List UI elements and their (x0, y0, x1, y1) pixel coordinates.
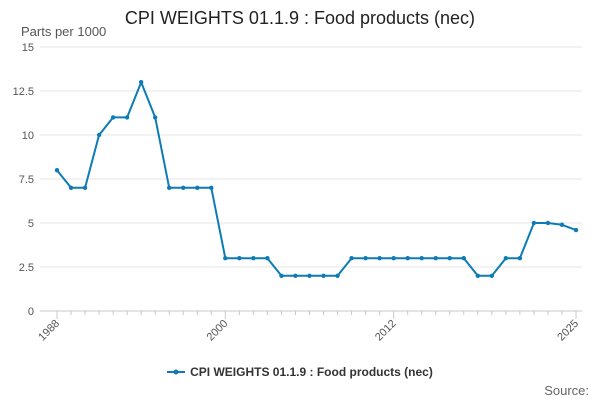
y-tick-label: 5 (28, 218, 34, 230)
data-point[interactable] (531, 220, 537, 226)
source-label: Source: (544, 383, 589, 398)
data-point[interactable] (545, 220, 551, 226)
data-point[interactable] (433, 256, 438, 261)
x-axis-ticks: 1988 2000 2012 2025 (36, 318, 581, 344)
data-point[interactable] (167, 185, 172, 190)
data-point[interactable] (195, 185, 200, 190)
data-point[interactable] (181, 185, 186, 190)
data-point[interactable] (82, 185, 88, 190)
series-line (56, 81, 577, 277)
y-tick-label: 7.5 (19, 174, 34, 186)
y-tick-label: 0 (28, 306, 34, 318)
data-point[interactable] (124, 115, 130, 120)
x-tick-label: 2012 (373, 318, 399, 344)
data-point[interactable] (461, 256, 466, 261)
data-point[interactable] (138, 80, 144, 85)
y-tick-label: 15 (22, 42, 34, 54)
data-point[interactable] (279, 273, 284, 278)
data-point[interactable] (209, 185, 214, 190)
y-axis-label: Parts per 1000 (21, 24, 107, 39)
legend: CPI WEIGHTS 01.1.9 : Food products (nec) (0, 365, 600, 379)
data-point[interactable] (377, 256, 382, 261)
data-point[interactable] (251, 256, 256, 261)
legend-line-marker-icon (167, 369, 186, 375)
data-point[interactable] (503, 256, 509, 261)
series-group (54, 80, 579, 278)
data-point[interactable] (307, 273, 312, 278)
y-tick-label: 12.5 (13, 86, 34, 98)
data-point[interactable] (489, 273, 495, 278)
data-point[interactable] (110, 115, 116, 120)
data-point[interactable] (293, 273, 298, 278)
grid-lines (40, 46, 582, 268)
data-point[interactable] (573, 227, 579, 233)
data-point[interactable] (152, 115, 158, 120)
x-axis (40, 310, 582, 319)
data-point[interactable] (54, 168, 60, 173)
y-tick-label: 10 (22, 130, 34, 142)
data-point[interactable] (335, 273, 340, 278)
data-point[interactable] (405, 256, 410, 261)
x-tick-label: 2000 (205, 318, 231, 344)
y-axis-ticks: 0 2.5 5 7.5 10 12.5 15 (13, 42, 34, 318)
data-point[interactable] (237, 256, 242, 261)
y-tick-label: 2.5 (19, 262, 34, 274)
data-point[interactable] (223, 256, 228, 261)
data-point[interactable] (419, 256, 424, 261)
data-point[interactable] (447, 256, 452, 261)
data-point[interactable] (517, 256, 523, 261)
data-point[interactable] (349, 256, 354, 261)
data-point[interactable] (96, 132, 102, 138)
data-point[interactable] (475, 273, 481, 278)
data-point[interactable] (559, 222, 565, 227)
chart-title: CPI WEIGHTS 01.1.9 : Food products (nec) (124, 8, 476, 28)
data-point[interactable] (363, 256, 368, 261)
data-point[interactable] (68, 185, 74, 190)
data-point[interactable] (321, 273, 326, 278)
legend-item[interactable]: CPI WEIGHTS 01.1.9 : Food products (nec) (167, 365, 433, 379)
data-point[interactable] (391, 256, 396, 261)
legend-label: CPI WEIGHTS 01.1.9 : Food products (nec) (190, 365, 433, 379)
data-point[interactable] (265, 256, 270, 261)
x-tick-label: 2025 (555, 318, 581, 344)
x-tick-label: 1988 (36, 318, 62, 344)
